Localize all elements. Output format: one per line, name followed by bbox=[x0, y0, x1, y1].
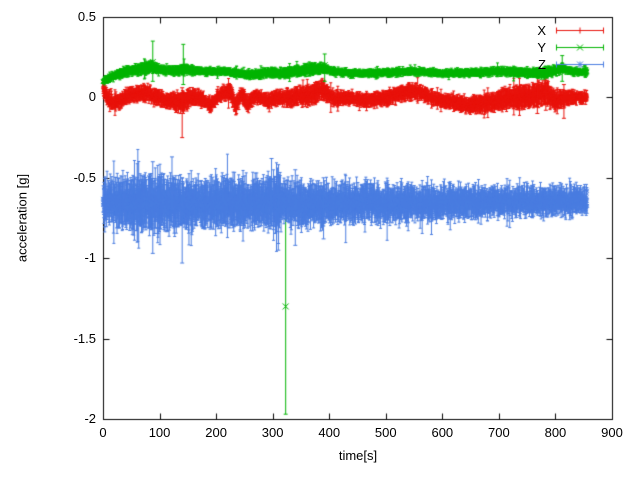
x-tick-label: 700 bbox=[488, 425, 510, 440]
y-tick-label: -1 bbox=[84, 250, 96, 266]
x-tick-label: 200 bbox=[205, 425, 227, 440]
x-tick-label: 800 bbox=[544, 425, 567, 440]
x-tick-label: 300 bbox=[261, 425, 284, 440]
legend-label-y: Y bbox=[537, 40, 546, 55]
x-tick-label: 900 bbox=[601, 425, 623, 440]
y-axis-title: acceleration [g] bbox=[14, 173, 30, 263]
legend-label-z: Z bbox=[538, 57, 546, 72]
y-tick-label: 0 bbox=[88, 89, 96, 105]
y-tick-label: -1.5 bbox=[73, 330, 96, 346]
y-tick-label: -0.5 bbox=[73, 169, 96, 185]
legend-label-x: X bbox=[537, 23, 546, 38]
x-tick-label: 100 bbox=[148, 425, 171, 440]
x-tick-label: 0 bbox=[99, 425, 107, 440]
x-axis-title: time[s] bbox=[338, 448, 378, 463]
y-tick-label: -2 bbox=[84, 411, 96, 426]
x-tick-label: 400 bbox=[318, 425, 341, 440]
y-tick-label: 0.5 bbox=[77, 9, 96, 24]
x-tick-label: 600 bbox=[431, 425, 454, 440]
x-tick-label: 500 bbox=[374, 425, 397, 440]
